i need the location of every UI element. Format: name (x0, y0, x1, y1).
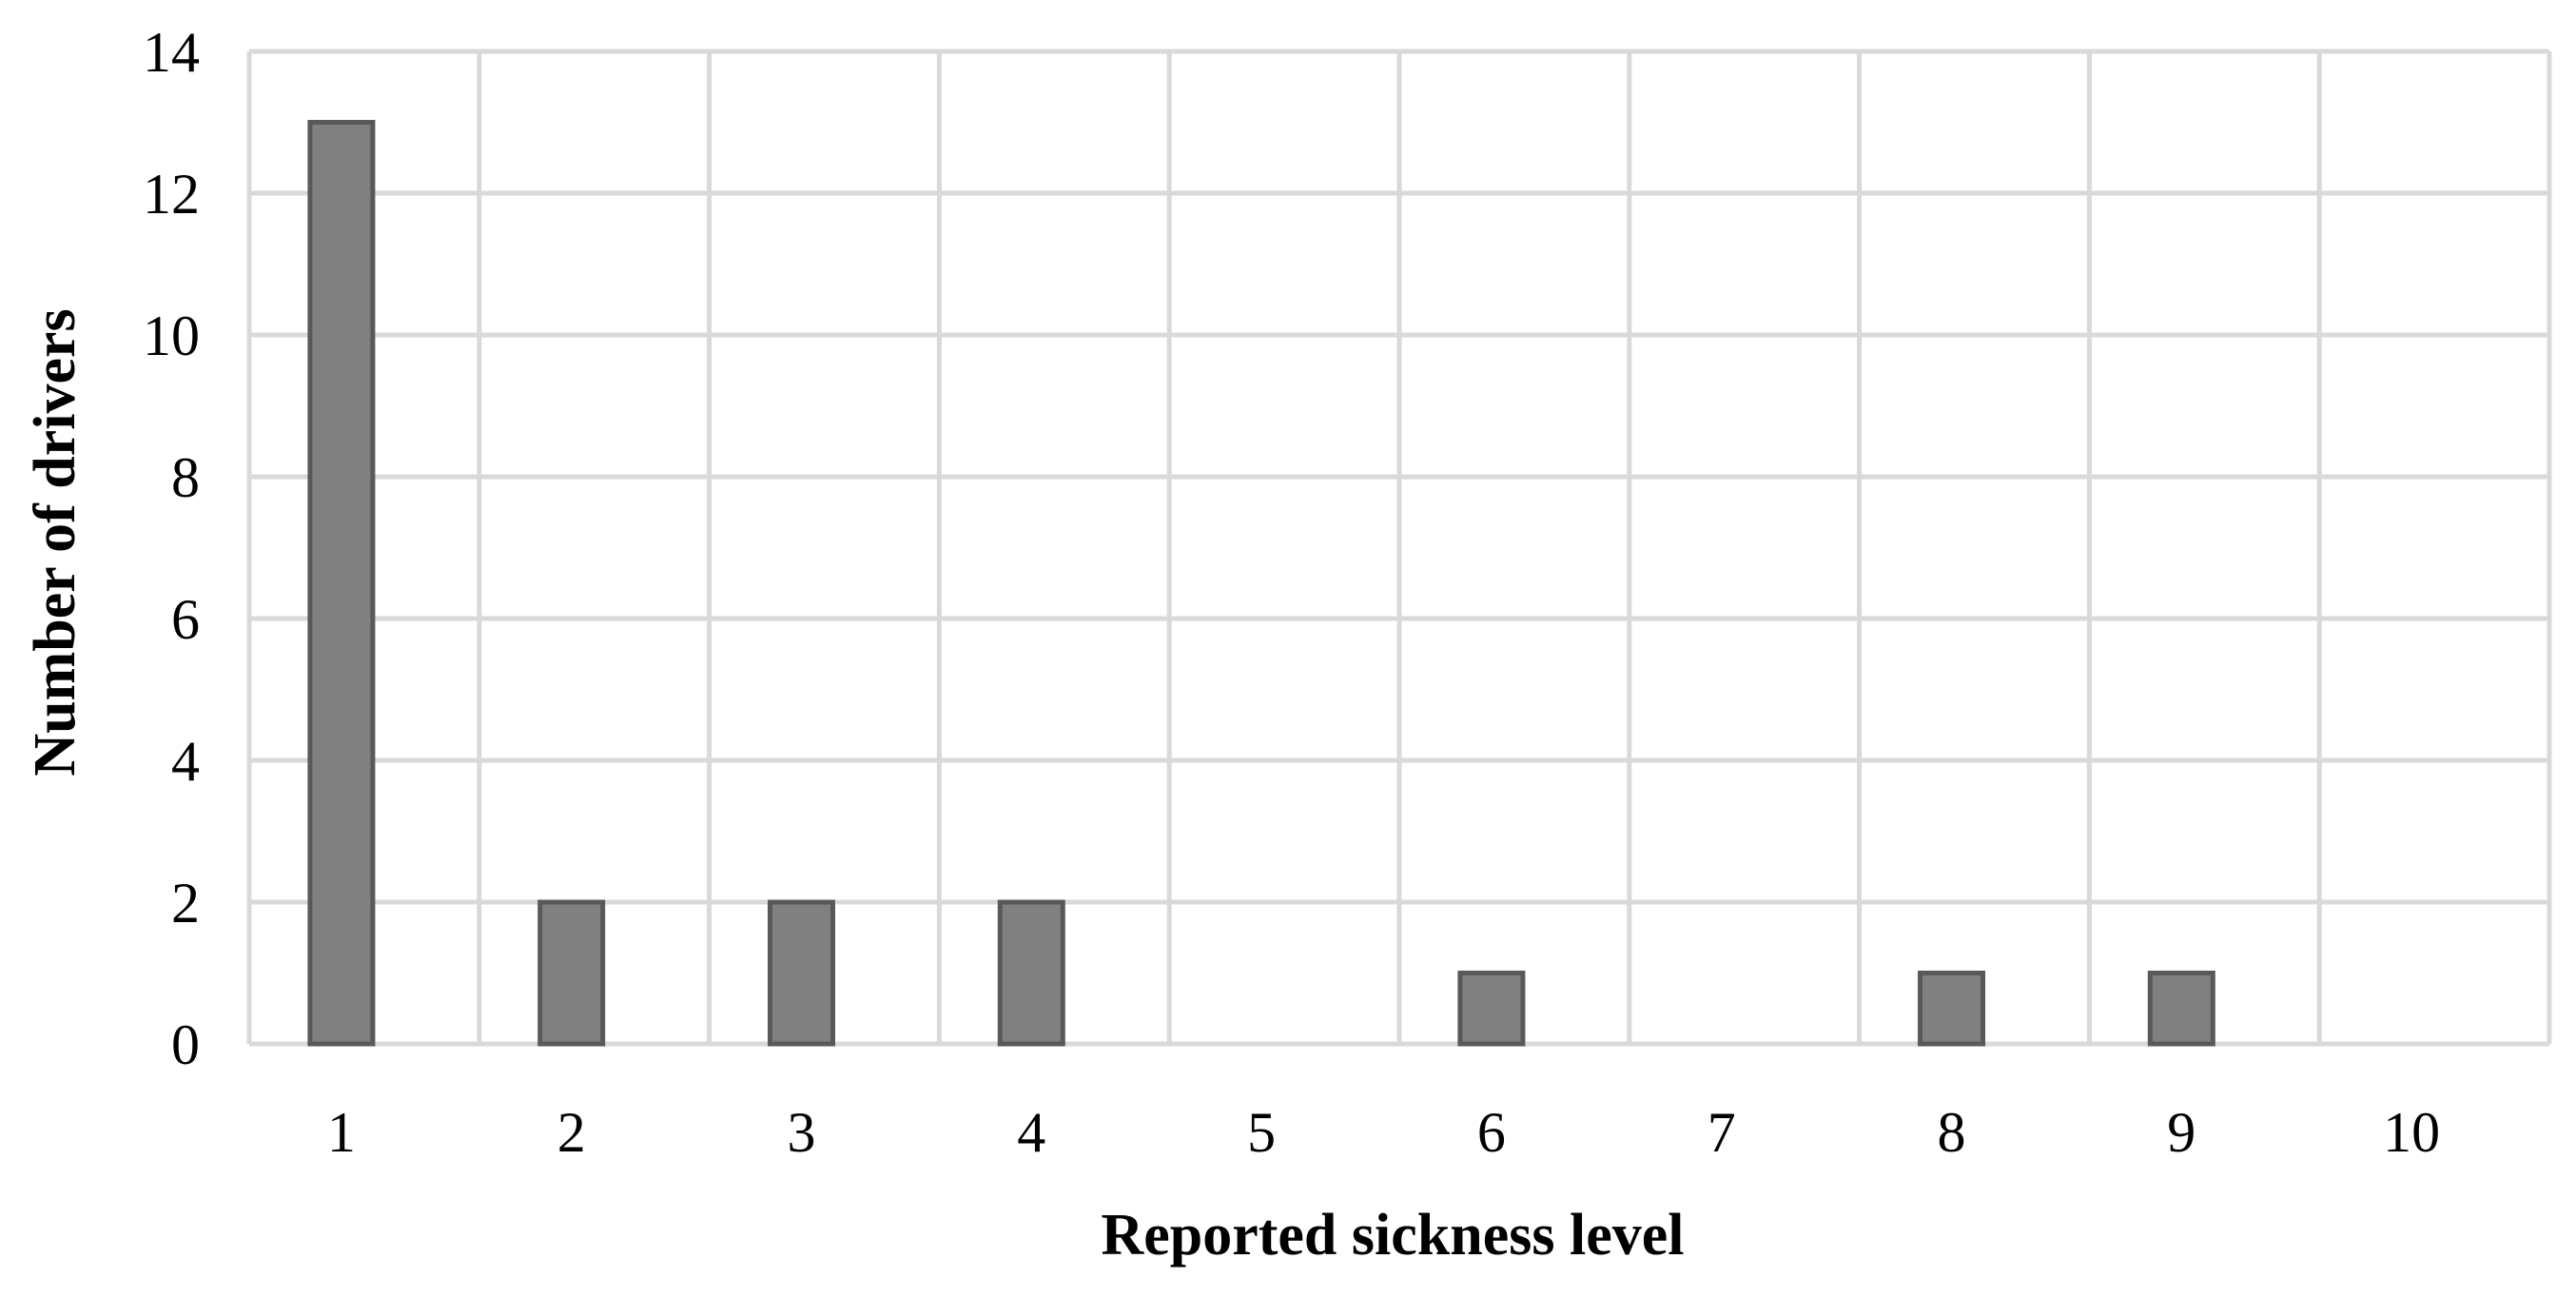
bar-1 (307, 120, 376, 1047)
bar-8 (1918, 971, 1985, 1047)
y-tick-label: 8 (171, 446, 200, 509)
bar-9 (2147, 971, 2215, 1047)
x-axis-title: Reported sickness level (1101, 1203, 1684, 1268)
y-tick-label: 12 (143, 163, 200, 226)
x-tick-label: 5 (1247, 1101, 1276, 1164)
bar-3 (768, 899, 835, 1047)
bars (307, 120, 2215, 1047)
x-tick-labels: 1 2 3 4 5 6 7 8 9 10 (327, 1101, 2440, 1164)
x-tick-label: 7 (1708, 1101, 1736, 1164)
x-tick-label: 4 (1017, 1101, 1045, 1164)
x-tick-label: 10 (2383, 1101, 2440, 1164)
bar-4 (997, 899, 1065, 1047)
y-tick-label: 10 (143, 305, 200, 367)
y-tick-label: 14 (143, 21, 200, 84)
y-tick-labels: 0 2 4 6 8 10 12 14 (143, 21, 200, 1076)
x-tick-label: 9 (2167, 1101, 2195, 1164)
bar-6 (1457, 971, 1526, 1047)
y-axis-title: Number of drivers (23, 308, 88, 776)
x-tick-label: 8 (1938, 1101, 1966, 1164)
x-tick-label: 1 (327, 1101, 356, 1164)
bar-2 (537, 899, 606, 1047)
y-tick-label: 0 (171, 1013, 200, 1076)
x-tick-label: 6 (1477, 1101, 1506, 1164)
y-tick-label: 2 (171, 872, 200, 934)
y-tick-label: 6 (171, 588, 200, 651)
y-tick-label: 4 (171, 730, 200, 793)
grid-lines (246, 49, 2552, 1047)
x-tick-label: 2 (557, 1101, 586, 1164)
x-tick-label: 3 (788, 1101, 816, 1164)
